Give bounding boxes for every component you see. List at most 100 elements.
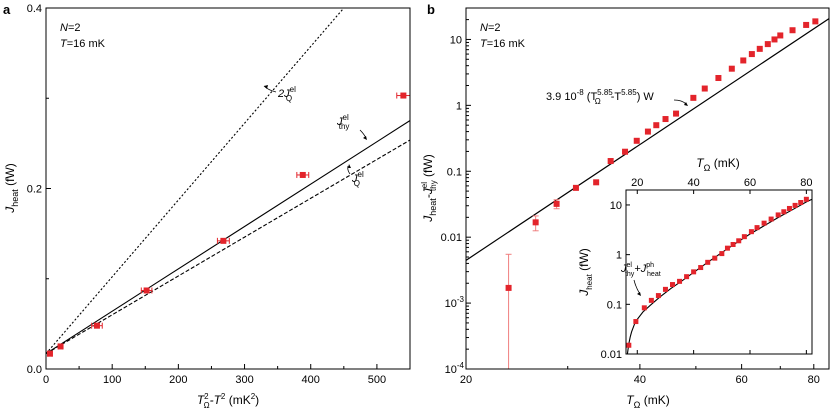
- panel-b-n-annotation: N=2: [480, 22, 501, 34]
- i-xtick-label: 40: [688, 177, 700, 189]
- a-data-point: [143, 287, 150, 294]
- i-xtick-label: 60: [744, 177, 756, 189]
- b-data-point: [715, 75, 722, 82]
- i-data-point: [705, 259, 711, 265]
- b-data-point: [748, 51, 755, 58]
- b-data-point: [728, 65, 735, 72]
- i-data-point: [670, 282, 675, 288]
- i-data-point: [761, 220, 767, 226]
- panel-a-label: a: [3, 2, 11, 17]
- b-data-point: [777, 32, 784, 39]
- i-data-point: [655, 293, 661, 299]
- a-ytick-label: 0.4: [27, 3, 42, 15]
- i-data-point: [724, 245, 730, 251]
- a-data-point: [299, 171, 306, 178]
- b-data-point: [553, 200, 560, 207]
- line-solid: [46, 119, 410, 355]
- i-xtick-label: 80: [800, 177, 812, 189]
- i-ytick-label: 0.01: [601, 349, 622, 361]
- panel-b-ylabel: Jheat-Jelthy (fW): [420, 154, 438, 222]
- b-data-point: [812, 18, 819, 25]
- b-ytick-label: 10: [450, 34, 462, 46]
- a-xtick-label: 300: [235, 374, 253, 386]
- a-data-point: [93, 322, 100, 329]
- panel-a-frame: [45, 7, 411, 370]
- i-data-point: [748, 229, 754, 235]
- line-dashed: [46, 139, 410, 355]
- b-data-point: [771, 36, 778, 43]
- i-data-point: [626, 342, 632, 348]
- b-data-point: [662, 116, 669, 123]
- a-xtick-label: 0: [43, 374, 49, 386]
- i-data-point: [803, 196, 809, 202]
- i-data-point: [641, 305, 647, 311]
- label-jq: Jel Q: [351, 170, 364, 188]
- b-ytick-label: 10-3: [445, 295, 465, 310]
- panel-b-t-annotation: T=16 mK: [480, 38, 526, 50]
- line-dotted: [46, 8, 345, 355]
- i-data-point: [768, 216, 774, 222]
- i-data-point: [698, 265, 704, 271]
- inset-chart: 20 40 60 80 0.01 0.1 1 10 TΩ (mK) Jheat (fW) Je…: [577, 156, 813, 361]
- b-data-point: [803, 21, 810, 28]
- inset-xlabel: TΩ (mK): [696, 156, 739, 173]
- a-xtick-label: 400: [302, 374, 320, 386]
- panel-a: 0 100 200 300 400 500 0.0 0.2 0.4 N=2 T=16 mK 2J…: [3, 3, 411, 408]
- a-data-point: [46, 350, 53, 357]
- b-data-point: [607, 158, 614, 165]
- b-xtick-label: 80: [808, 374, 820, 386]
- i-ytick-label: 0.1: [607, 299, 622, 311]
- a-data-point: [220, 237, 227, 244]
- panel-b-frame: [465, 7, 830, 370]
- a-xtick-label: 200: [169, 374, 187, 386]
- label-jthy: Jel thy: [336, 113, 349, 131]
- b-xtick-label: 60: [735, 374, 747, 386]
- panel-b: 20 40 60 80 10 1 0.1 0.01 10-3 10-4 N=2 T=16 mK 3…: [420, 7, 830, 408]
- b-xtick-label: 40: [634, 374, 646, 386]
- i-data-point: [719, 251, 725, 257]
- arrow-jthy-head: [363, 136, 367, 140]
- b-xtick-label: 20: [460, 374, 472, 386]
- i-ytick-label: 10: [610, 200, 622, 212]
- i-data-point: [781, 209, 787, 215]
- i-data-point: [648, 297, 654, 303]
- inset-arrow-head: [637, 292, 641, 296]
- i-data-point: [633, 319, 639, 325]
- b-data-point: [532, 219, 539, 226]
- panel-b-xlabel: TΩ (mK): [626, 393, 669, 408]
- a-ytick-label: 0.0: [27, 364, 42, 376]
- b-ytick-label: 10-4: [445, 361, 465, 376]
- panel-a-ylabel: Jheat (fW): [3, 163, 20, 214]
- i-data-point: [741, 234, 747, 240]
- i-data-point: [712, 255, 718, 261]
- inset-background: [626, 190, 812, 354]
- i-ytick-label: 1: [616, 250, 622, 262]
- b-data-point: [690, 94, 697, 101]
- i-data-point: [684, 274, 690, 280]
- inset-curve-label: Jel thy+Jph heat: [620, 262, 661, 278]
- i-data-point: [792, 202, 798, 208]
- i-data-point: [786, 205, 792, 211]
- fit-arrow-head: [684, 102, 688, 106]
- b-ytick-label: 0.1: [447, 166, 462, 178]
- b-data-point: [673, 110, 680, 117]
- b-data-point: [756, 45, 763, 52]
- label-2jq: 2Jel Q: [277, 85, 296, 103]
- panel-b-label: b: [427, 2, 435, 17]
- b-data-point: [644, 128, 651, 135]
- a-ytick-label: 0.2: [27, 184, 42, 196]
- b-data-point: [505, 284, 512, 291]
- b-data-point: [622, 148, 629, 155]
- b-ytick-label: 0.01: [441, 232, 462, 244]
- i-data-point: [662, 286, 668, 292]
- i-data-point: [754, 225, 760, 231]
- inset-ylabel: Jheat (fW): [577, 248, 594, 297]
- b-data-point: [789, 27, 796, 34]
- i-data-point: [677, 278, 683, 284]
- a-data-point: [57, 343, 64, 350]
- b-data-point: [653, 122, 660, 129]
- i-data-point: [775, 212, 781, 218]
- b-data-point: [593, 179, 600, 186]
- i-data-point: [691, 269, 697, 275]
